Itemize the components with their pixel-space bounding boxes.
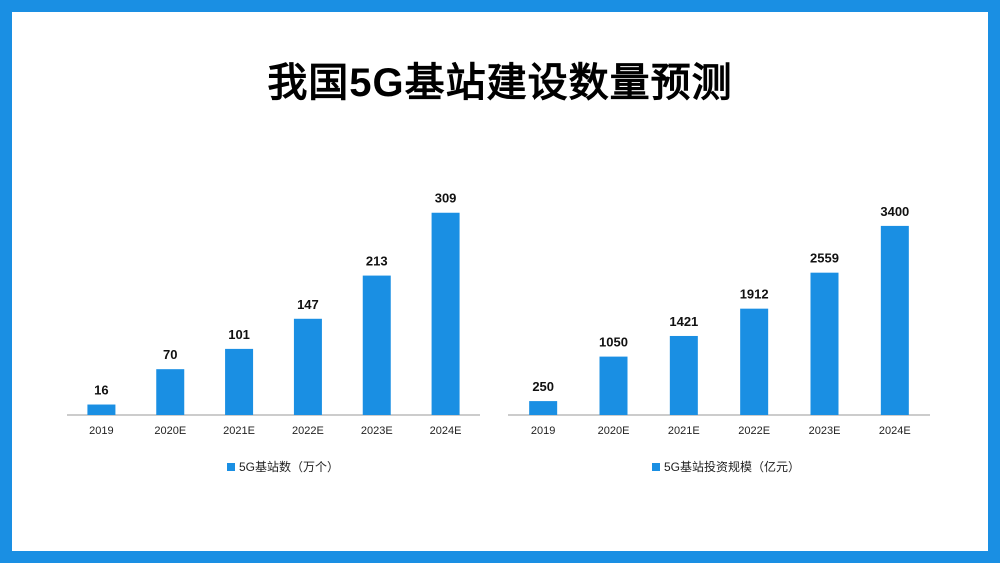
chart-investment: 250 2019 1050 2020E 1421 2021E 1912 2022E 2559 20… (508, 204, 930, 437)
x-tick-label: 2020E (154, 425, 186, 437)
bar (599, 356, 628, 415)
bar (293, 318, 322, 415)
bar (880, 225, 909, 415)
x-tick-label: 2021E (223, 425, 255, 437)
data-label: 2559 (810, 251, 839, 266)
bar (87, 404, 116, 415)
x-tick-label: 2022E (292, 425, 324, 437)
data-label: 3400 (880, 204, 909, 219)
legend-swatch (652, 462, 660, 471)
legend-label: 5G基站数（万个） (239, 460, 340, 474)
x-tick-label: 2023E (361, 425, 393, 437)
bar (225, 348, 254, 415)
data-label: 1050 (599, 335, 628, 350)
data-label: 1421 (669, 314, 698, 329)
bar (740, 308, 769, 415)
bar (431, 212, 460, 415)
x-tick-label: 2023E (809, 425, 841, 437)
data-label: 309 (435, 191, 457, 206)
chart-station-count: 16 2019 70 2020E 101 2021E 147 2022E 213 2023E 309… (67, 191, 480, 437)
x-tick-label: 2019 (89, 425, 113, 437)
x-tick-label: 2024E (879, 425, 911, 437)
x-tick-label: 2019 (531, 425, 555, 437)
data-label: 1912 (740, 287, 769, 302)
x-tick-label: 2024E (430, 425, 462, 437)
data-label: 213 (366, 254, 388, 269)
data-label: 250 (532, 379, 554, 394)
data-label: 147 (297, 297, 319, 312)
bar (529, 401, 558, 415)
x-tick-label: 2022E (738, 425, 770, 437)
x-tick-label: 2021E (668, 425, 700, 437)
data-label: 101 (228, 327, 250, 342)
page-title: 我国5G基站建设数量预测 (267, 61, 733, 105)
legend-station-count: 5G基站数（万个） (227, 458, 339, 475)
slide: 我国5G基站建设数量预测 16 2019 70 2020E 101 2021E 147 202… (12, 12, 988, 551)
legend-swatch (227, 462, 235, 471)
legend-label: 5G基站投资规模（亿元） (664, 460, 801, 474)
bar (810, 272, 839, 415)
data-label: 16 (94, 383, 108, 398)
x-tick-label: 2020E (598, 425, 630, 437)
data-label: 70 (163, 347, 177, 362)
bar (362, 275, 391, 415)
bar (669, 335, 698, 415)
bar (156, 369, 185, 415)
legend-investment: 5G基站投资规模（亿元） (652, 458, 800, 475)
